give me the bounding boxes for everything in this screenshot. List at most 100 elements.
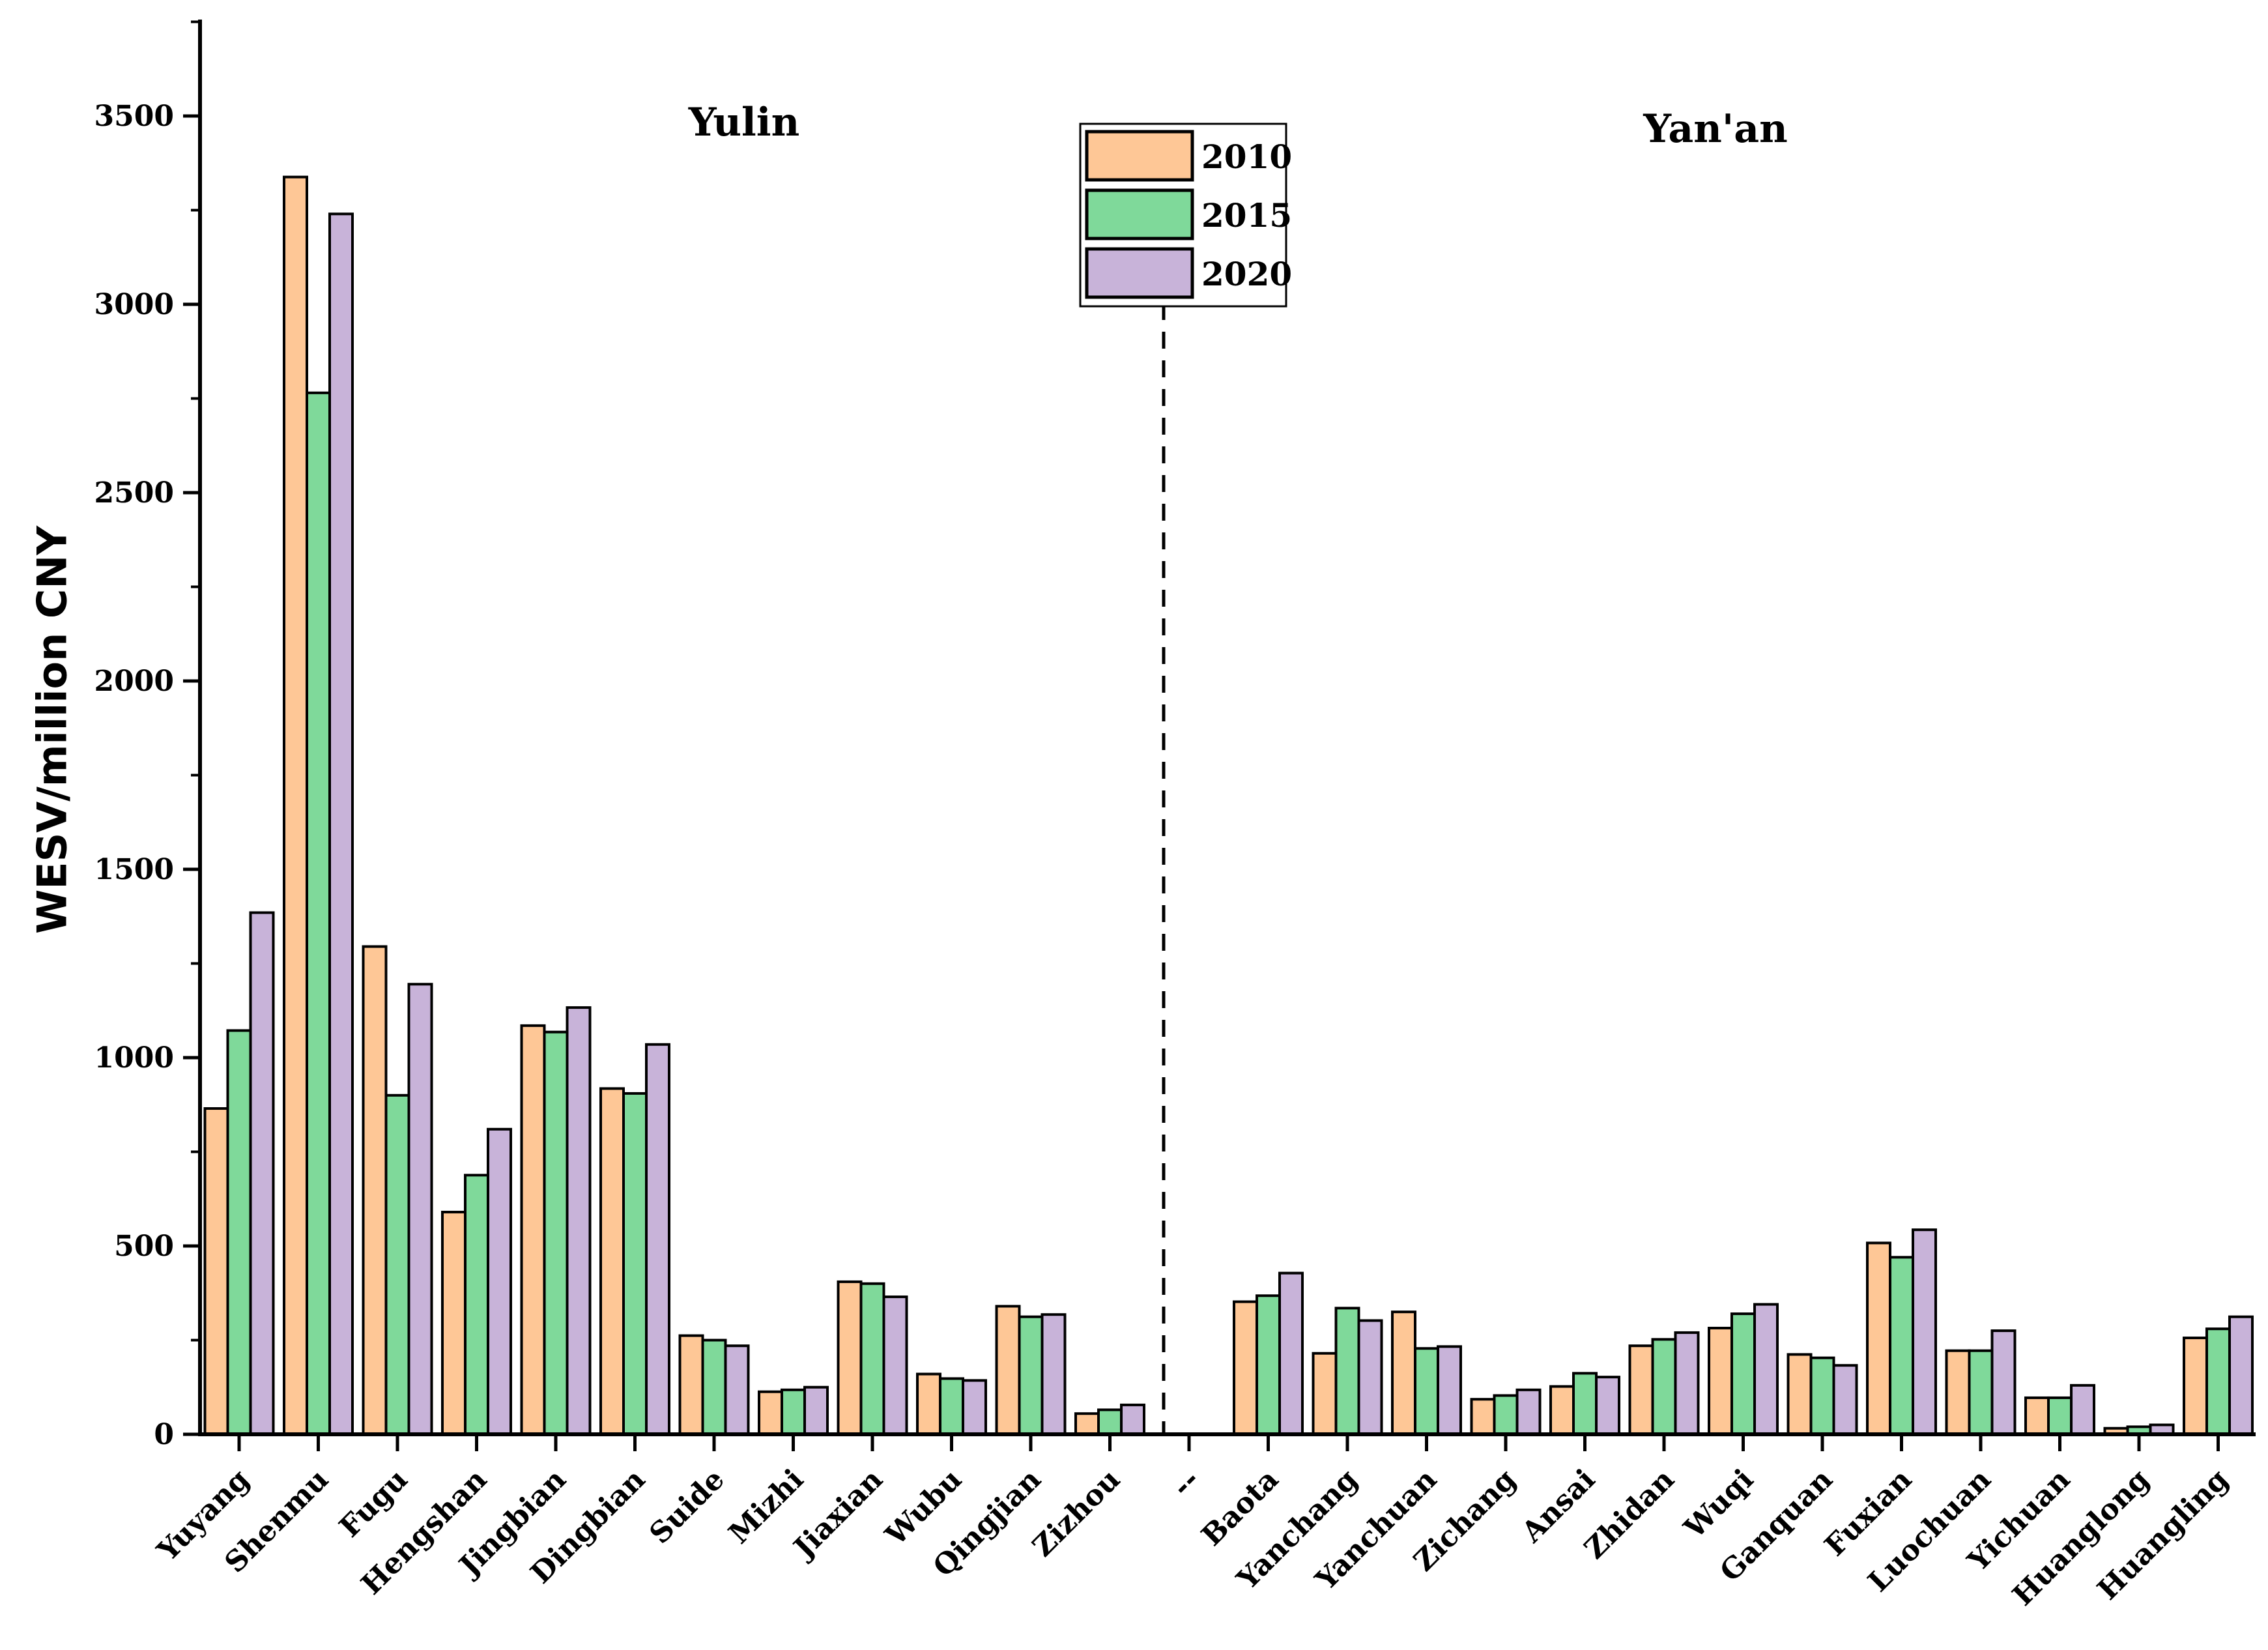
bar-huangling-2020 <box>2228 1315 2254 1436</box>
category-group-jiaxian <box>837 1280 908 1436</box>
bar-fuxian-2020 <box>1912 1228 1937 1436</box>
bar-suide-2015 <box>701 1339 727 1436</box>
y-axis-label: WESV/million CNY <box>29 525 76 934</box>
category-group-zizhou <box>1074 1403 1145 1436</box>
y-tick-label: 1000 <box>94 1041 174 1075</box>
bar-ganquan-2010 <box>1787 1353 1813 1436</box>
bar-yanchang-2020 <box>1357 1319 1383 1436</box>
category-group-yuyang <box>203 911 275 1436</box>
bar-fugu-2020 <box>407 983 433 1436</box>
bar-yichuan-2015 <box>2047 1396 2073 1436</box>
bar-luochuan-2015 <box>1968 1349 1994 1436</box>
legend-label-2010: 2010 <box>1201 138 1292 176</box>
bar-yanchang-2010 <box>1312 1352 1338 1436</box>
bar-jingbian-2010 <box>520 1024 546 1436</box>
bar-yanchuan-2010 <box>1391 1310 1416 1436</box>
bar-qingjian-2020 <box>1041 1313 1067 1436</box>
bar-hengshan-2015 <box>464 1174 489 1436</box>
y-tick-label: 2500 <box>94 476 174 510</box>
bar-fuxian-2010 <box>1866 1241 1891 1436</box>
legend-swatch-2015 <box>1085 188 1194 240</box>
category-group-yichuan <box>2024 1383 2095 1436</box>
bar-fugu-2010 <box>362 945 388 1436</box>
bar-shenmu-2010 <box>283 175 308 1436</box>
bar-jiaxian-2010 <box>837 1280 863 1436</box>
bar-wuqi-2020 <box>1753 1303 1779 1436</box>
bar-baota-2020 <box>1278 1271 1304 1436</box>
category-group-jingbian <box>520 1006 592 1436</box>
bar-yanchuan-2020 <box>1437 1345 1462 1436</box>
bar-shenmu-2020 <box>328 212 354 1436</box>
bar-zhidan-2010 <box>1628 1344 1654 1436</box>
bar-hengshan-2020 <box>487 1127 512 1436</box>
bar-yichuan-2020 <box>2070 1383 2095 1436</box>
bar-huangling-2010 <box>2183 1337 2208 1436</box>
bar-wuqi-2015 <box>1730 1312 1756 1436</box>
category-group-qingjian <box>995 1305 1067 1436</box>
bar-yuyang-2015 <box>226 1029 252 1436</box>
category-group-dingbian <box>599 1043 670 1436</box>
bar-shenmu-2015 <box>306 391 331 1436</box>
bar-qingjian-2015 <box>1018 1315 1044 1436</box>
category-group-suide <box>678 1334 750 1436</box>
bar-zizhou-2020 <box>1120 1403 1145 1436</box>
bar-zizhou-2015 <box>1097 1408 1123 1436</box>
legend-label-2020: 2020 <box>1201 255 1292 293</box>
bar-ansai-2015 <box>1572 1372 1598 1436</box>
category-group-yanchuan <box>1391 1310 1462 1436</box>
bar-zizhou-2010 <box>1074 1412 1100 1436</box>
bar-wuqi-2010 <box>1708 1327 1733 1436</box>
region-label-yanan: Yan'an <box>1643 106 1788 152</box>
bar-yanchuan-2015 <box>1414 1347 1439 1436</box>
bar-dingbian-2020 <box>645 1043 670 1436</box>
category-group-luochuan <box>1945 1329 2017 1436</box>
bar-zichang-2015 <box>1493 1394 1519 1436</box>
bar-yuyang-2010 <box>203 1107 229 1436</box>
category-group-shenmu <box>283 175 354 1436</box>
bar-mizhi-2015 <box>781 1388 806 1436</box>
bar-zichang-2020 <box>1515 1388 1542 1436</box>
bar-jingbian-2015 <box>543 1030 569 1436</box>
category-group-hengshan <box>441 1127 512 1436</box>
legend-label-2015: 2015 <box>1201 196 1292 235</box>
category-group-wuqi <box>1708 1303 1779 1436</box>
bar-yichuan-2010 <box>2024 1396 2050 1436</box>
y-tick-label: 2000 <box>94 665 174 698</box>
bar-yanchang-2015 <box>1334 1307 1360 1436</box>
category-group-huangling <box>2183 1315 2254 1436</box>
bar-hengshan-2010 <box>441 1210 467 1436</box>
category-group-ganquan <box>1787 1353 1858 1436</box>
bar-dingbian-2010 <box>599 1087 625 1436</box>
bar-ganquan-2015 <box>1809 1356 1835 1436</box>
bar-huangling-2015 <box>2205 1327 2231 1436</box>
bar-ganquan-2020 <box>1832 1364 1858 1436</box>
bar-ansai-2020 <box>1595 1376 1620 1436</box>
bar-qingjian-2010 <box>995 1305 1021 1436</box>
bar-luochuan-2020 <box>1990 1329 2017 1436</box>
bar-wubu-2015 <box>939 1377 964 1436</box>
bar-ansai-2010 <box>1549 1385 1575 1436</box>
region-label-yulin: Yulin <box>688 100 799 145</box>
category-group-yanchang <box>1312 1307 1383 1436</box>
category-group-ansai <box>1549 1372 1620 1436</box>
bar-wubu-2010 <box>916 1372 941 1436</box>
legend-swatch-2020 <box>1085 247 1194 299</box>
category-group-fuxian <box>1866 1228 1937 1436</box>
category-group-fugu <box>362 945 433 1436</box>
category-group-mizhi <box>758 1385 829 1436</box>
bar-mizhi-2010 <box>758 1390 783 1436</box>
y-tick-label: 3500 <box>94 100 174 133</box>
bar-zhidan-2020 <box>1674 1331 1700 1436</box>
y-tick-label: 500 <box>114 1230 174 1263</box>
category-group-zichang <box>1470 1388 1542 1436</box>
x-tick-label-suide: Suide <box>643 1463 731 1551</box>
bar-zichang-2010 <box>1470 1398 1496 1436</box>
bar-fugu-2015 <box>384 1093 410 1436</box>
y-axis: 0 500 1000 1500 2000 2500 3000 3500 <box>94 20 202 1451</box>
x-axis: YuyangShenmuFuguHengshanJingbianDingbian… <box>151 1432 2256 1612</box>
bar-suide-2010 <box>678 1334 704 1436</box>
bar-zhidan-2015 <box>1651 1338 1677 1436</box>
x-tick-label-blank: -- <box>1166 1463 1206 1503</box>
bar-baota-2010 <box>1233 1300 1258 1436</box>
y-tick-label: 3000 <box>94 288 174 321</box>
